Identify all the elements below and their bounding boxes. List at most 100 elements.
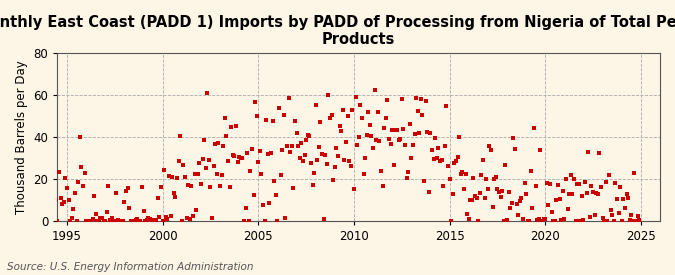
Point bbox=[161, 214, 171, 219]
Point bbox=[572, 182, 583, 186]
Point bbox=[196, 182, 207, 186]
Point bbox=[516, 196, 526, 200]
Point bbox=[594, 151, 605, 156]
Point bbox=[414, 131, 425, 135]
Point bbox=[135, 219, 146, 224]
Point bbox=[146, 219, 157, 223]
Point bbox=[207, 216, 217, 221]
Point bbox=[566, 173, 576, 177]
Point bbox=[240, 205, 251, 210]
Point bbox=[387, 127, 398, 132]
Point bbox=[580, 180, 591, 184]
Point bbox=[355, 103, 366, 107]
Point bbox=[162, 216, 173, 221]
Point bbox=[505, 206, 516, 210]
Point bbox=[81, 219, 92, 224]
Point bbox=[167, 175, 178, 179]
Point bbox=[226, 125, 237, 130]
Point bbox=[86, 219, 97, 224]
Point bbox=[618, 197, 628, 201]
Point bbox=[197, 156, 208, 161]
Point bbox=[549, 219, 560, 224]
Point bbox=[52, 219, 63, 224]
Point bbox=[540, 217, 551, 221]
Point bbox=[203, 158, 214, 162]
Point bbox=[334, 123, 345, 128]
Point bbox=[433, 146, 444, 150]
Point bbox=[253, 160, 264, 164]
Point bbox=[261, 118, 271, 123]
Point bbox=[466, 198, 477, 202]
Point bbox=[284, 96, 294, 100]
Point bbox=[483, 186, 493, 191]
Point bbox=[458, 187, 469, 191]
Point bbox=[128, 219, 139, 224]
Point bbox=[342, 114, 353, 118]
Point bbox=[307, 183, 318, 188]
Point bbox=[318, 216, 329, 221]
Point bbox=[111, 191, 122, 196]
Point bbox=[183, 183, 194, 187]
Point bbox=[299, 153, 310, 157]
Point bbox=[291, 131, 302, 135]
Point bbox=[242, 151, 252, 156]
Point bbox=[586, 184, 597, 188]
Point bbox=[198, 138, 209, 142]
Point bbox=[603, 172, 614, 177]
Point bbox=[53, 170, 64, 174]
Point bbox=[251, 114, 262, 118]
Point bbox=[541, 181, 552, 185]
Point bbox=[290, 119, 300, 123]
Point bbox=[543, 203, 554, 207]
Point bbox=[545, 182, 556, 187]
Point bbox=[361, 133, 372, 138]
Point bbox=[171, 176, 182, 180]
Point bbox=[551, 198, 562, 202]
Point bbox=[454, 134, 464, 139]
Point bbox=[254, 149, 265, 153]
Point bbox=[126, 219, 136, 223]
Point bbox=[471, 196, 482, 200]
Point bbox=[288, 185, 299, 190]
Point bbox=[151, 219, 162, 224]
Point bbox=[317, 152, 327, 156]
Point bbox=[376, 169, 387, 174]
Point bbox=[65, 219, 76, 224]
Point bbox=[548, 219, 559, 224]
Point bbox=[293, 144, 304, 148]
Point bbox=[321, 162, 332, 167]
Point bbox=[43, 209, 53, 213]
Point bbox=[70, 191, 80, 195]
Point bbox=[237, 156, 248, 160]
Point bbox=[366, 134, 377, 138]
Point bbox=[417, 113, 428, 117]
Point bbox=[593, 192, 603, 197]
Point bbox=[127, 219, 138, 223]
Point bbox=[310, 103, 321, 107]
Point bbox=[76, 165, 87, 169]
Point bbox=[395, 136, 406, 141]
Point bbox=[347, 108, 358, 112]
Point bbox=[385, 142, 396, 147]
Point bbox=[148, 218, 159, 222]
Point bbox=[418, 179, 429, 183]
Point bbox=[138, 209, 149, 213]
Point bbox=[581, 191, 592, 195]
Point bbox=[273, 106, 284, 110]
Point bbox=[285, 150, 296, 154]
Point bbox=[46, 218, 57, 222]
Point bbox=[513, 213, 524, 218]
Point bbox=[585, 214, 595, 219]
Point bbox=[302, 133, 313, 138]
Point bbox=[259, 219, 270, 224]
Point bbox=[159, 168, 169, 172]
Point bbox=[356, 116, 367, 120]
Point bbox=[497, 189, 508, 193]
Point bbox=[360, 156, 371, 161]
Point bbox=[331, 146, 342, 150]
Point bbox=[231, 124, 242, 128]
Point bbox=[134, 219, 144, 223]
Point bbox=[368, 146, 379, 150]
Point bbox=[473, 219, 484, 224]
Point bbox=[97, 216, 107, 220]
